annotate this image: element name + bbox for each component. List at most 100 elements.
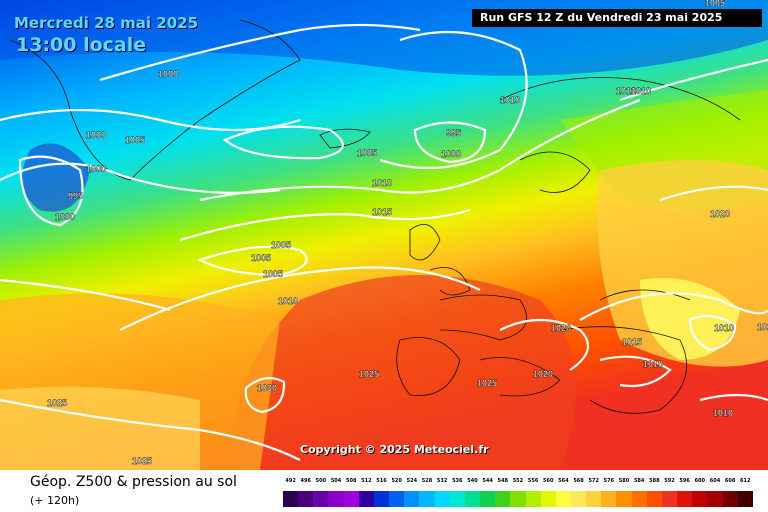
isobar-label: 1005	[125, 135, 145, 145]
scale-swatch	[298, 491, 314, 507]
scale-label: 560	[543, 478, 554, 484]
scale-swatch	[646, 491, 662, 507]
scale-label: 612	[740, 478, 751, 484]
scale-label: 564	[558, 478, 569, 484]
scale-swatch	[328, 491, 344, 507]
scale-swatch	[722, 491, 738, 507]
scale-swatch	[631, 491, 647, 507]
scale-swatch	[586, 491, 602, 507]
scale-swatch	[404, 491, 420, 507]
scale-label: 508	[345, 478, 357, 484]
isobar-label: 1000	[55, 212, 75, 222]
isobar-label: 1005	[263, 269, 283, 279]
scale-swatch	[495, 491, 511, 507]
isobar-label: 1025	[47, 398, 67, 408]
scale-label: 540	[467, 478, 478, 484]
isobar-label: 1010	[500, 95, 520, 105]
scale-swatch	[737, 491, 753, 507]
scale-label: 592	[664, 478, 675, 484]
isobar-label: 1000	[158, 69, 178, 79]
isobar-label: 1010	[643, 359, 663, 369]
scale-label: 568	[573, 478, 584, 484]
scale-swatch	[283, 491, 299, 507]
isobar-label: 1020	[710, 209, 730, 219]
scale-label: 492	[285, 478, 296, 484]
scale-label: 532	[436, 478, 448, 484]
scale-label: 504	[330, 478, 342, 484]
scale-label: 608	[724, 478, 736, 484]
scale-label: 524	[406, 478, 418, 484]
isobar-label: 1005	[251, 253, 271, 263]
scale-label: 528	[421, 478, 433, 484]
isobars	[0, 23, 768, 461]
scale-label: 600	[694, 478, 706, 484]
forecast-local-time: 13:00 locale	[16, 34, 147, 56]
scale-swatch	[480, 491, 496, 507]
scale-label: 552	[512, 478, 524, 484]
isobar-label: 1005	[271, 240, 291, 250]
model-run-label: Run GFS 12 Z du Vendredi 23 mai 2025	[472, 9, 762, 27]
isobar-label: 1020	[757, 322, 768, 332]
scale-label: 580	[618, 478, 630, 484]
lead-time: (+ 120h)	[30, 494, 80, 507]
isobar-labels: 1005 1000 1000 1005 1000 995 1000 1005 9…	[47, 0, 768, 466]
isobar-label: 1025	[477, 378, 497, 388]
scale-swatch	[373, 491, 390, 507]
scale-swatch	[389, 491, 405, 507]
isobar-label: 1025	[132, 456, 152, 466]
scale-swatch	[661, 491, 678, 507]
isobar-label: 1010	[631, 86, 651, 96]
scale-swatch	[616, 491, 632, 507]
scale-swatch	[525, 491, 541, 507]
scale-swatch	[540, 491, 556, 507]
isobar-label: 1005	[357, 148, 377, 158]
isobar-label: 1020	[551, 323, 571, 333]
scale-label: 548	[497, 478, 508, 484]
isobar-label: 1005	[705, 0, 725, 8]
scale-label: 588	[649, 478, 660, 484]
scale-swatch	[464, 491, 481, 507]
scale-label: 520	[391, 478, 402, 484]
scale-label: 572	[588, 478, 599, 484]
scale-swatch	[707, 491, 723, 507]
isobar-label: 1030	[257, 383, 277, 393]
scale-swatch	[555, 491, 571, 507]
isobar-label: 1010	[713, 408, 733, 418]
isobar-label: 1000	[86, 130, 106, 140]
color-scale-bar	[283, 491, 753, 507]
scale-label: 596	[679, 478, 690, 484]
coastlines	[9, 19, 741, 414]
isobar-label: 1000	[86, 164, 106, 174]
scale-swatch	[692, 491, 708, 507]
isobar-label: 995	[68, 191, 83, 201]
isobar-label: 1020	[533, 369, 553, 379]
color-scale-labels: 492 496 500 504 508 512 516 520 524 528 532 536 540 5…	[283, 478, 753, 488]
scale-swatch	[358, 491, 374, 507]
product-title: Géop. Z500 & pression au sol	[30, 474, 237, 490]
scale-swatch	[510, 491, 526, 507]
isobar-label: 1025	[359, 369, 379, 379]
scale-swatch	[601, 491, 617, 507]
scale-label: 604	[709, 478, 721, 484]
scale-label: 584	[633, 478, 645, 484]
isobar-label: 1010	[616, 86, 636, 96]
scale-swatch	[570, 491, 587, 507]
isobar-label: 1010	[714, 323, 734, 333]
scale-swatch	[313, 491, 329, 507]
scale-swatch	[434, 491, 450, 507]
isobar-label: 1015	[372, 207, 392, 217]
scale-label: 500	[315, 478, 327, 484]
scale-label: 516	[376, 478, 387, 484]
isobar-label: 1010	[278, 296, 298, 306]
weather-map: 1005 1000 1000 1005 1000 995 1000 1005 9…	[0, 0, 768, 470]
scale-label: 544	[482, 478, 493, 484]
scale-label: 512	[361, 478, 372, 484]
scale-swatch	[419, 491, 435, 507]
scale-label: 536	[452, 478, 463, 484]
scale-label: 556	[527, 478, 539, 484]
isobar-label: 1000	[441, 149, 461, 159]
forecast-date: Mercredi 28 mai 2025	[14, 14, 199, 32]
scale-swatch	[449, 491, 465, 507]
scale-swatch	[343, 491, 359, 507]
scale-label: 576	[603, 478, 615, 484]
